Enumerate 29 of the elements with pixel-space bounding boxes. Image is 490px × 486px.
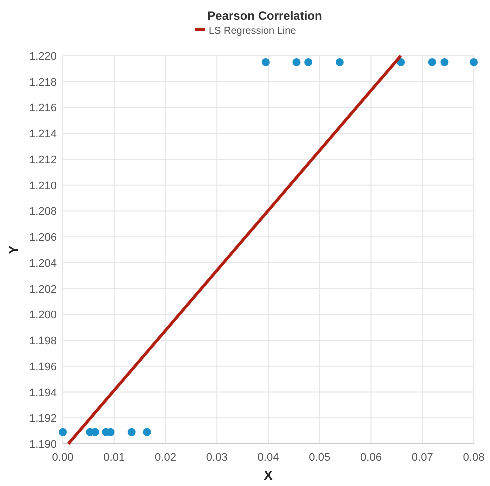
y-tick-label: 1.200 — [29, 310, 57, 322]
y-tick-label: 1.214 — [29, 128, 57, 141]
y-tick-label: 1.212 — [29, 154, 57, 166]
x-axis-title: X — [264, 468, 274, 483]
x-tick-label: 0.08 — [463, 452, 485, 464]
y-tick-label: 1.202 — [29, 284, 57, 296]
y-tick-label: 1.216 — [29, 102, 57, 115]
x-tick-label: 0.02 — [155, 452, 176, 464]
legend-label: LS Regression Line — [209, 26, 297, 37]
x-tick-label: 0.00 — [52, 452, 74, 464]
y-tick-label: 1.192 — [29, 413, 57, 426]
y-tick-label: 1.198 — [29, 336, 57, 348]
y-axis-title: Y — [6, 245, 21, 254]
y-tick-label: 1.196 — [29, 361, 57, 374]
y-tick-label: 1.208 — [29, 206, 57, 218]
y-tick-label: 1.206 — [29, 232, 57, 244]
x-tick-label: 0.06 — [360, 452, 382, 464]
x-tick-label: 0.01 — [104, 452, 126, 464]
x-tick-label: 0.03 — [206, 452, 228, 464]
y-tick-label: 1.218 — [29, 76, 57, 89]
x-tick-label: 0.07 — [412, 452, 434, 464]
y-tick-label: 1.190 — [29, 439, 57, 451]
y-tick-label: 1.210 — [29, 180, 57, 192]
x-tick-label: 0.05 — [309, 452, 331, 464]
x-tick-label: 0.04 — [258, 452, 280, 464]
y-tick-label: 1.204 — [29, 258, 57, 270]
chart-title: Pearson Correlation — [208, 9, 322, 23]
y-tick-label: 1.220 — [29, 51, 57, 63]
y-tick-label: 1.194 — [29, 387, 57, 400]
